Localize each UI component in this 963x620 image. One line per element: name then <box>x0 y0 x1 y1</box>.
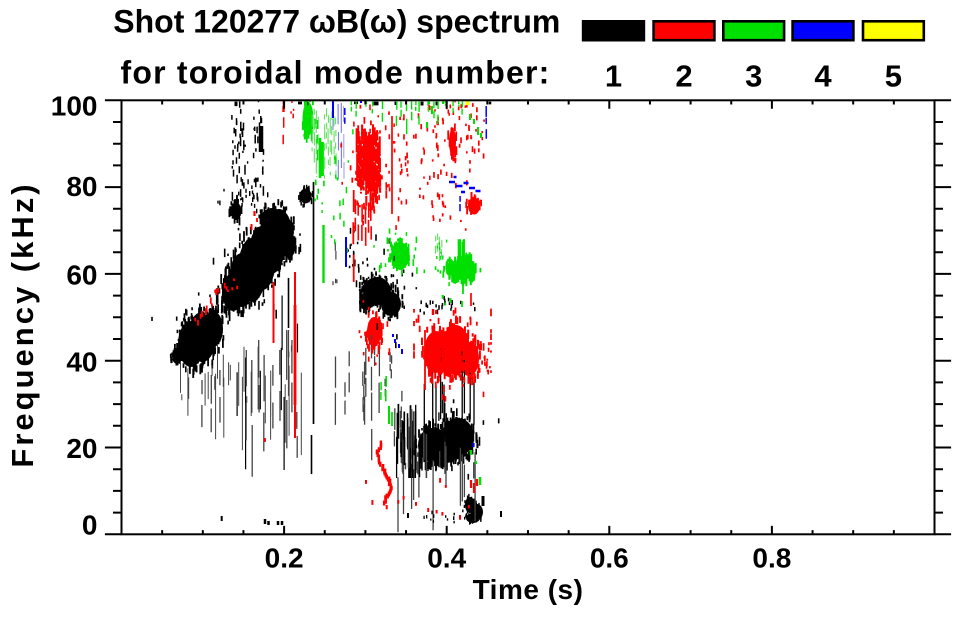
svg-text:Frequency (kHz): Frequency (kHz) <box>5 181 40 467</box>
svg-text:0.4: 0.4 <box>427 543 466 574</box>
svg-text:80: 80 <box>66 171 97 202</box>
svg-text:5: 5 <box>885 59 902 94</box>
svg-text:2: 2 <box>675 59 692 94</box>
svg-text:0.2: 0.2 <box>265 543 304 574</box>
svg-text:0.8: 0.8 <box>752 543 791 574</box>
svg-text:1: 1 <box>605 59 622 94</box>
svg-text:60: 60 <box>66 260 97 291</box>
svg-text:Time (s): Time (s) <box>473 574 584 605</box>
svg-text:for toroidal mode number:: for toroidal mode number: <box>121 55 551 91</box>
svg-text:3: 3 <box>745 59 762 94</box>
svg-text:40: 40 <box>66 347 97 378</box>
svg-text:0: 0 <box>82 510 98 541</box>
svg-text:100: 100 <box>51 90 98 121</box>
svg-text:Shot 120277 ωB(ω) spectrum: Shot 120277 ωB(ω) spectrum <box>113 3 560 39</box>
svg-text:0.6: 0.6 <box>590 543 629 574</box>
svg-text:20: 20 <box>66 433 97 464</box>
svg-text:4: 4 <box>814 59 832 94</box>
